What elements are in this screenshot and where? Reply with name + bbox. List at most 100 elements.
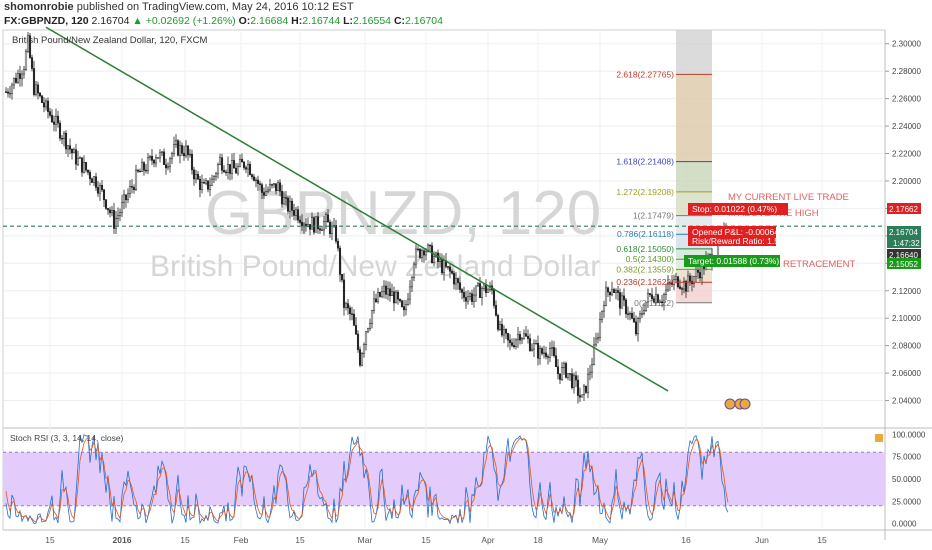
candle-body <box>616 290 620 293</box>
stoch-tick-label: 100.0000 <box>892 430 926 439</box>
watermark-name: British Pound/New Zealand Dollar <box>150 250 600 283</box>
candle-body <box>286 197 290 212</box>
candle-body <box>416 248 420 251</box>
candle-body <box>78 157 82 159</box>
time-tick-label: 15 <box>180 535 190 545</box>
candle-body <box>632 318 636 323</box>
candle-body <box>604 287 608 306</box>
candle-body <box>62 132 66 139</box>
candle-body <box>622 295 626 301</box>
candle-body <box>448 266 452 272</box>
candle-body <box>250 174 254 178</box>
price-axis: 2.30000 2.28000 2.26000 2.24000 2.22000 2.200… <box>885 40 921 406</box>
event-icon[interactable] <box>739 398 751 410</box>
candle-body <box>276 182 280 191</box>
candle-body <box>16 73 20 83</box>
candle-body <box>124 194 128 201</box>
high-value: 2.16744 <box>302 15 341 27</box>
candle-body <box>84 162 88 171</box>
stoch-axis: 100.0000 75.0000 50.0000 25.0000 0.0000 <box>892 430 926 528</box>
candle-body <box>512 345 516 347</box>
pnl-box[interactable]: Opened P&L: -0.00064 Risk/Reward Ratio: … <box>688 226 784 246</box>
candle-body <box>74 149 78 165</box>
candle-body <box>240 159 244 163</box>
stop-box[interactable]: Stop: 0.01022 (0.47%) <box>688 203 788 215</box>
stop-label: Stop: 0.01022 (0.47%) <box>692 204 777 214</box>
candle-body <box>688 275 692 282</box>
candle-body <box>344 303 348 308</box>
candle-body <box>30 57 34 69</box>
candle-body <box>24 50 28 70</box>
candle-body <box>554 355 558 368</box>
candle-body <box>308 224 312 230</box>
candle-body <box>474 285 478 296</box>
candle-body <box>642 310 646 314</box>
fib-zone <box>676 30 712 75</box>
time-tick-label: Mar <box>358 535 373 545</box>
last-price: 2.16704 <box>91 15 130 27</box>
candle-body <box>350 313 354 315</box>
low-label: L: <box>343 15 354 27</box>
candle-body <box>254 179 258 182</box>
candle-body <box>372 298 376 311</box>
candle-body <box>408 286 412 300</box>
candle-body <box>494 305 498 316</box>
candle-body <box>640 313 644 315</box>
candle-body <box>610 289 614 296</box>
candle-body <box>28 35 32 58</box>
candle-body <box>66 145 70 150</box>
stoch-tick-label: 25.0000 <box>892 497 921 506</box>
event-icon[interactable] <box>724 398 736 410</box>
candle-body <box>370 310 374 324</box>
candle-body <box>12 77 16 86</box>
countdown-tag <box>887 237 921 248</box>
alert-icon[interactable] <box>875 434 883 442</box>
candle-body <box>114 218 118 229</box>
candle-body <box>80 157 84 173</box>
target-price-tag <box>887 258 921 269</box>
candle-body <box>592 344 596 365</box>
stoch-title: Stoch RSI (3, 3, 14, 14, close) <box>10 433 124 443</box>
time-tick-label: Feb <box>234 535 249 545</box>
change-value: +0.02692 (+1.26%) <box>145 15 236 27</box>
candle-body <box>126 193 130 201</box>
candle-body <box>546 356 550 358</box>
candle-body <box>258 183 262 185</box>
candle-body <box>290 200 294 211</box>
candle-body <box>316 216 320 230</box>
candle-body <box>204 180 208 184</box>
candle-body <box>56 115 60 124</box>
candle-body <box>52 121 56 125</box>
candle-body <box>562 363 566 368</box>
candle-body <box>380 290 384 297</box>
candle-body <box>456 278 460 283</box>
fib-level-label: 2.618(2.27765) <box>616 69 674 79</box>
candle-body <box>664 289 668 295</box>
candle-body <box>542 352 546 354</box>
candle-body <box>36 84 40 94</box>
candles <box>4 32 730 404</box>
candle-body <box>38 92 42 97</box>
time-tick-label: 15 <box>421 535 431 545</box>
trendline[interactable] <box>45 26 669 392</box>
author-name[interactable]: shomonrobie <box>4 1 74 13</box>
candle-body <box>58 122 62 139</box>
candle-body <box>384 285 388 295</box>
candle-body <box>186 145 190 156</box>
candle-body <box>82 162 86 173</box>
candle-body <box>162 151 166 165</box>
candle-body <box>110 210 114 214</box>
candle-body <box>176 140 180 156</box>
candle-body <box>414 248 418 265</box>
candle-body <box>486 289 490 293</box>
candle-body <box>102 189 106 200</box>
candle-body <box>550 347 554 350</box>
candle-body <box>158 152 162 159</box>
event-icons[interactable] <box>724 398 751 410</box>
target-box[interactable]: Target: 0.01588 (0.73%) <box>684 255 780 267</box>
candle-body <box>458 282 462 290</box>
candle-body <box>212 176 216 180</box>
candle-body <box>180 145 184 154</box>
candle-body <box>272 183 276 186</box>
